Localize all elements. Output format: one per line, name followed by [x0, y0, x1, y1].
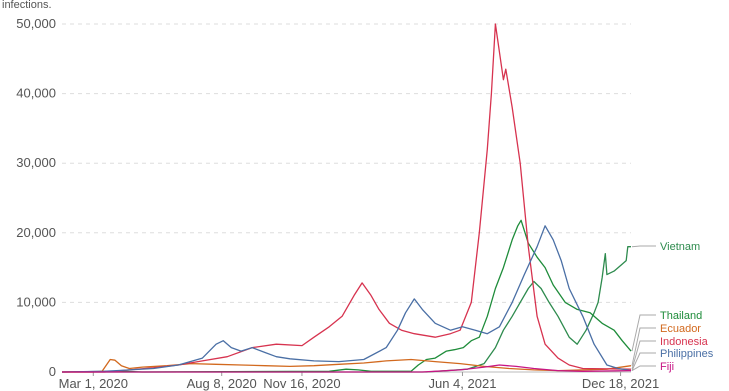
y-tick-label: 10,000 — [16, 294, 56, 309]
series-line-indonesia — [62, 23, 632, 373]
series-line-philippines — [61, 225, 632, 373]
legend-label-philippines: Philippines — [660, 348, 714, 360]
x-axis: Mar 1, 2020 Aug 8, 2020 Nov 16, 2020 Jun 4,… — [59, 372, 659, 391]
legend-leader-fiji — [631, 365, 656, 372]
legend-leader-ecuador — [631, 327, 656, 366]
legend-label-fiji: Fiji — [660, 361, 674, 373]
y-tick-label: 20,000 — [16, 225, 56, 240]
y-tick-label: 0 — [49, 364, 56, 379]
series-line-thailand — [61, 219, 632, 373]
legend-leader-thailand — [631, 314, 656, 352]
y-tick-label: 50,000 — [16, 16, 56, 31]
y-axis-labels: 0 10,000 20,000 30,000 40,000 50,000 — [16, 16, 56, 379]
legend-label-thailand: Thailand — [660, 310, 702, 322]
x-tick-label: Dec 18, 2021 — [582, 376, 659, 391]
legend-leader-indonesia — [631, 340, 656, 370]
legend-leader-vietnam — [631, 245, 656, 248]
legend-label-ecuador: Ecuador — [660, 323, 701, 335]
legend-label-indonesia: Indonesia — [660, 336, 709, 348]
legend-label-vietnam: Vietnam — [660, 241, 700, 253]
series-line-fiji — [62, 364, 632, 373]
legend-leader-philippines — [631, 352, 656, 371]
y-tick-label: 30,000 — [16, 155, 56, 170]
x-tick-label: Nov 16, 2020 — [263, 376, 340, 391]
legend: Vietnam ThailandEcuadorIndonesiaPhilippin… — [631, 241, 714, 373]
y-tick-label: 40,000 — [16, 86, 56, 101]
series-lines — [61, 23, 632, 373]
x-tick-label: Mar 1, 2020 — [59, 376, 128, 391]
series-line-ecuador — [62, 358, 632, 373]
series-line-vietnam — [62, 246, 631, 373]
x-tick-label: Aug 8, 2020 — [187, 376, 257, 391]
gridlines — [62, 23, 631, 373]
chart-subtitle: infections. — [2, 0, 52, 11]
x-tick-label: Jun 4, 2021 — [428, 376, 496, 391]
